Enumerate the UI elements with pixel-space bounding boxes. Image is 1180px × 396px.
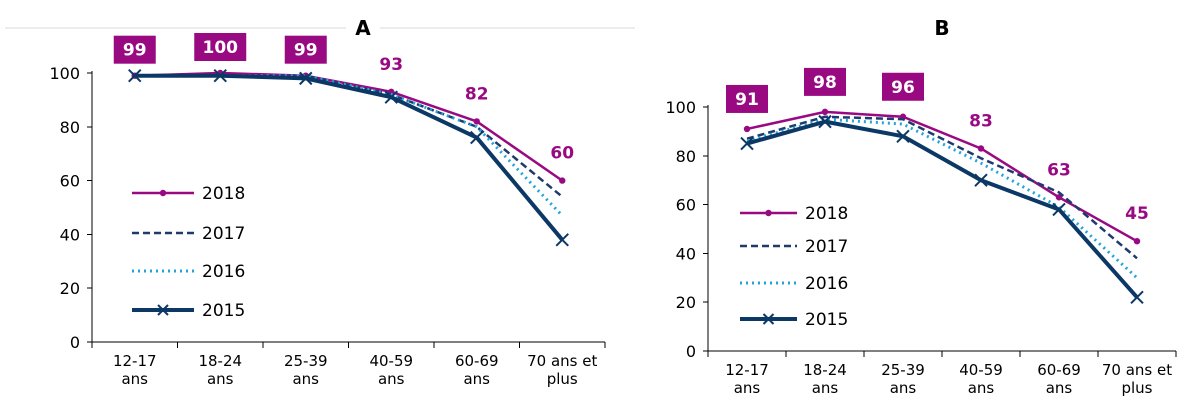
point-2018: [821, 108, 829, 116]
x-tick-label: 25-39 ans: [881, 361, 925, 396]
data-label: 91: [735, 90, 759, 110]
y-tick-label: 60: [676, 196, 696, 215]
point-2015: [213, 68, 227, 83]
point-2015: [470, 130, 484, 145]
data-label: 99: [123, 41, 147, 61]
x-tick-label: 18-24 ans: [803, 361, 847, 396]
x-tick-label: 12-17 ans: [113, 352, 157, 388]
data-label: 63: [1047, 160, 1071, 180]
point-2015: [299, 71, 313, 86]
point-2018: [743, 125, 751, 133]
series-line-2018: [134, 71, 563, 182]
legend-label-2018: 2018: [805, 204, 848, 224]
point-2018: [977, 145, 985, 152]
legend-label-2017: 2017: [805, 237, 848, 257]
data-label: 60: [550, 144, 574, 164]
y-tick-label: 0: [686, 342, 696, 361]
legend-label-2017: 2017: [202, 224, 245, 244]
legend-marker: [157, 304, 169, 316]
point-2015: [896, 129, 910, 143]
x-tick-label: 40-59 ans: [959, 361, 1003, 396]
legend-marker: [159, 189, 167, 197]
point-2018: [473, 118, 480, 125]
data-label-box: [194, 33, 247, 61]
data-label: 96: [891, 78, 915, 98]
data-label: 45: [1125, 204, 1149, 224]
legend-label-2016: 2016: [805, 274, 848, 294]
x-tick-label: 18-24 ans: [198, 352, 242, 388]
y-tick-label: 40: [60, 225, 80, 244]
x-tick-label: 60-69 ans: [455, 352, 499, 388]
legend-label-2015: 2015: [805, 310, 848, 330]
legend-marker: [765, 209, 772, 217]
point-2015: [384, 90, 398, 104]
series-line-2016: [746, 117, 1139, 279]
y-tick-label: 40: [676, 244, 696, 263]
y-tick-label: 80: [676, 147, 696, 166]
legend-marker: [762, 313, 775, 325]
legend-label-2018: 2018: [202, 184, 245, 204]
data-label-box: [726, 84, 768, 113]
data-label-box: [882, 72, 924, 101]
y-tick-label: 20: [676, 293, 696, 312]
y-tick-label: 100: [665, 98, 696, 117]
point-2015: [740, 136, 754, 151]
point-2015: [1130, 290, 1144, 305]
y-tick-label: 20: [60, 279, 80, 298]
series-line-2015: [134, 73, 564, 242]
series-line-2015: [746, 119, 1139, 299]
point-2015: [555, 233, 569, 247]
x-tick-label: 40-59 ans: [369, 352, 413, 388]
data-label: 83: [969, 111, 993, 131]
series-line-2017: [746, 115, 1138, 260]
y-tick-label: 80: [60, 118, 80, 137]
data-label: 98: [813, 73, 837, 93]
data-label-box: [804, 67, 846, 96]
data-label: 99: [294, 41, 318, 61]
data-label: 93: [379, 55, 403, 75]
point-2015: [974, 173, 988, 187]
data-label-box: [284, 35, 327, 64]
y-tick-label: 100: [49, 64, 80, 83]
chart-b-title: B: [934, 16, 949, 40]
y-tick-label: 60: [60, 172, 80, 191]
x-tick-label: 12-17 ans: [725, 361, 769, 396]
y-tick-label: 0: [70, 333, 80, 352]
chart-b: B 0 20 40 60 80 100 12-17 ans 18-24 ans 25-39 ans 40-…: [665, 16, 1177, 396]
legend-label-2015: 2015: [202, 301, 245, 321]
chart-a-title: A: [355, 16, 371, 40]
x-tick-label: 60-69 ans: [1037, 361, 1081, 396]
point-2015: [1052, 202, 1066, 217]
data-label-box: [113, 35, 156, 64]
x-tick-label: 70 ans et plus: [1102, 361, 1172, 396]
point-2015: [818, 114, 832, 129]
series-line-2018: [746, 110, 1138, 243]
x-tick-label: 70 ans et plus: [527, 352, 597, 388]
chart-a: A 0 20 40 60 80 100 12-17 ans 18-24 ans 25-39 ans 40-…: [5, 16, 635, 388]
point-2018: [1133, 238, 1141, 245]
point-2018: [559, 177, 566, 184]
x-tick-label: 25-39 ans: [284, 352, 328, 388]
point-2015: [128, 68, 142, 83]
data-label: 82: [465, 84, 489, 104]
legend-label-2016: 2016: [202, 262, 245, 282]
data-label: 100: [203, 38, 239, 58]
point-2018: [1055, 194, 1063, 201]
